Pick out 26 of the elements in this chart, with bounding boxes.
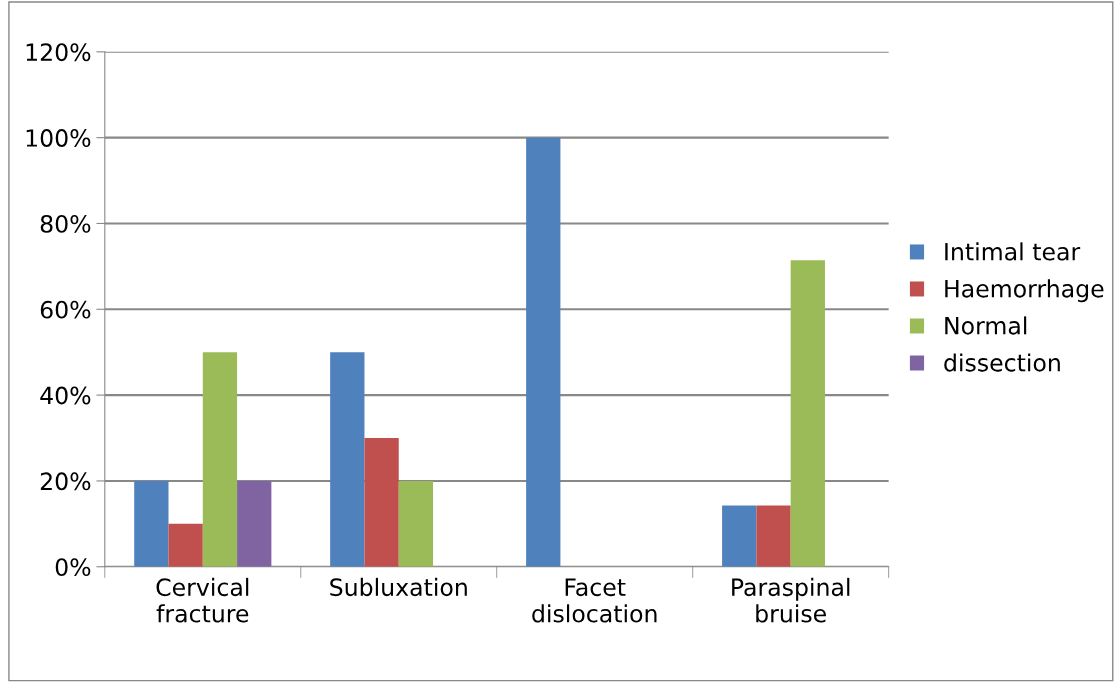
bar xyxy=(722,505,757,567)
bar xyxy=(364,438,399,567)
bar xyxy=(168,523,203,567)
legend-label: Haemorrhage xyxy=(945,279,1104,303)
bar xyxy=(790,260,825,567)
x-tick-label: Facet dislocation xyxy=(532,578,657,623)
y-tick-label: 120% xyxy=(26,43,91,62)
x-tick-label: Paraspinal bruise xyxy=(732,577,850,623)
legend-label: dissection xyxy=(944,353,1060,372)
bar xyxy=(237,480,272,567)
bar xyxy=(330,352,365,567)
x-tick-label: Subluxation xyxy=(330,577,467,597)
bar xyxy=(202,352,238,567)
bar xyxy=(398,480,434,567)
y-tick-label: 80% xyxy=(40,214,91,233)
y-tick-label: 40% xyxy=(40,386,91,405)
legend-label: Intimal tear xyxy=(945,242,1081,261)
bar xyxy=(756,505,791,567)
legend-label: Normal xyxy=(945,316,1027,335)
bar xyxy=(134,480,169,567)
y-tick-label: 100% xyxy=(26,129,91,147)
y-tick-label: 20% xyxy=(40,472,91,491)
x-tick-label: Cervical fracture xyxy=(156,577,249,623)
y-tick-label: 60% xyxy=(40,300,91,319)
bar xyxy=(526,137,561,567)
y-tick-label: 0% xyxy=(55,558,91,577)
